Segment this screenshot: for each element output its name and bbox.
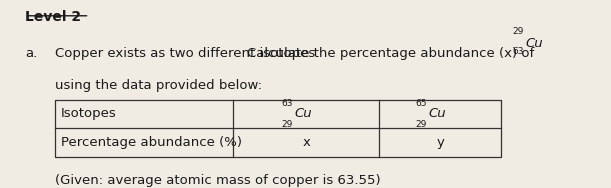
Text: Cu: Cu: [428, 108, 446, 121]
Text: 63: 63: [282, 99, 293, 108]
Text: 63: 63: [513, 47, 524, 56]
Text: Level 2: Level 2: [25, 10, 81, 24]
Text: Calculate the percentage abundance (x) of: Calculate the percentage abundance (x) o…: [247, 47, 538, 60]
Text: Copper exists as two different isotopes.: Copper exists as two different isotopes.: [55, 47, 320, 60]
Text: Cu: Cu: [525, 37, 543, 50]
Text: x: x: [302, 136, 310, 149]
Text: Cu: Cu: [295, 108, 312, 121]
Text: 29: 29: [282, 120, 293, 129]
Text: 65: 65: [415, 99, 427, 108]
Text: Isotopes: Isotopes: [61, 108, 117, 121]
Text: using the data provided below:: using the data provided below:: [55, 79, 262, 92]
Text: 29: 29: [513, 27, 524, 36]
Text: y: y: [436, 136, 444, 149]
Text: (Given: average atomic mass of copper is 63.55): (Given: average atomic mass of copper is…: [55, 174, 381, 187]
Text: Percentage abundance (%): Percentage abundance (%): [61, 136, 242, 149]
Text: 29: 29: [415, 120, 426, 129]
Text: a.: a.: [25, 47, 37, 60]
